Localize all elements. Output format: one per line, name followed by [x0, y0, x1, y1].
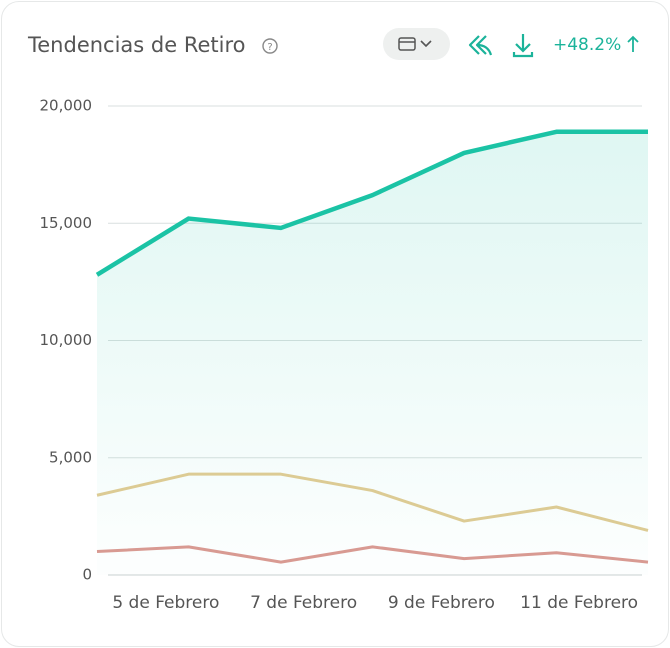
x-tick-label: 7 de Febrero — [250, 593, 357, 613]
x-tick-label: 11 de Febrero — [520, 593, 638, 613]
x-tick-label: 9 de Febrero — [388, 593, 495, 613]
line — [96, 545, 649, 564]
area — [97, 131, 648, 576]
up-arrow — [627, 35, 639, 52]
title: Tendencias de Retiro — [27, 33, 246, 57]
download-button[interactable] — [512, 34, 534, 58]
y-tick-label: 20,000 — [40, 97, 93, 115]
y-tick-label: 0 — [82, 566, 92, 584]
wallet-dropdown[interactable] — [383, 28, 450, 60]
help-icon[interactable]: ? — [262, 38, 278, 54]
line — [96, 472, 649, 532]
y-tick-label: 5,000 — [49, 448, 92, 466]
svg-text:?: ? — [267, 42, 272, 53]
change-badge: +48.2% — [553, 35, 621, 55]
x-tick-label: 5 de Febrero — [112, 593, 219, 613]
y-tick-label: 10,000 — [40, 331, 93, 349]
line — [95, 129, 648, 277]
share-button[interactable] — [468, 35, 493, 56]
y-tick-label: 15,000 — [40, 214, 93, 232]
